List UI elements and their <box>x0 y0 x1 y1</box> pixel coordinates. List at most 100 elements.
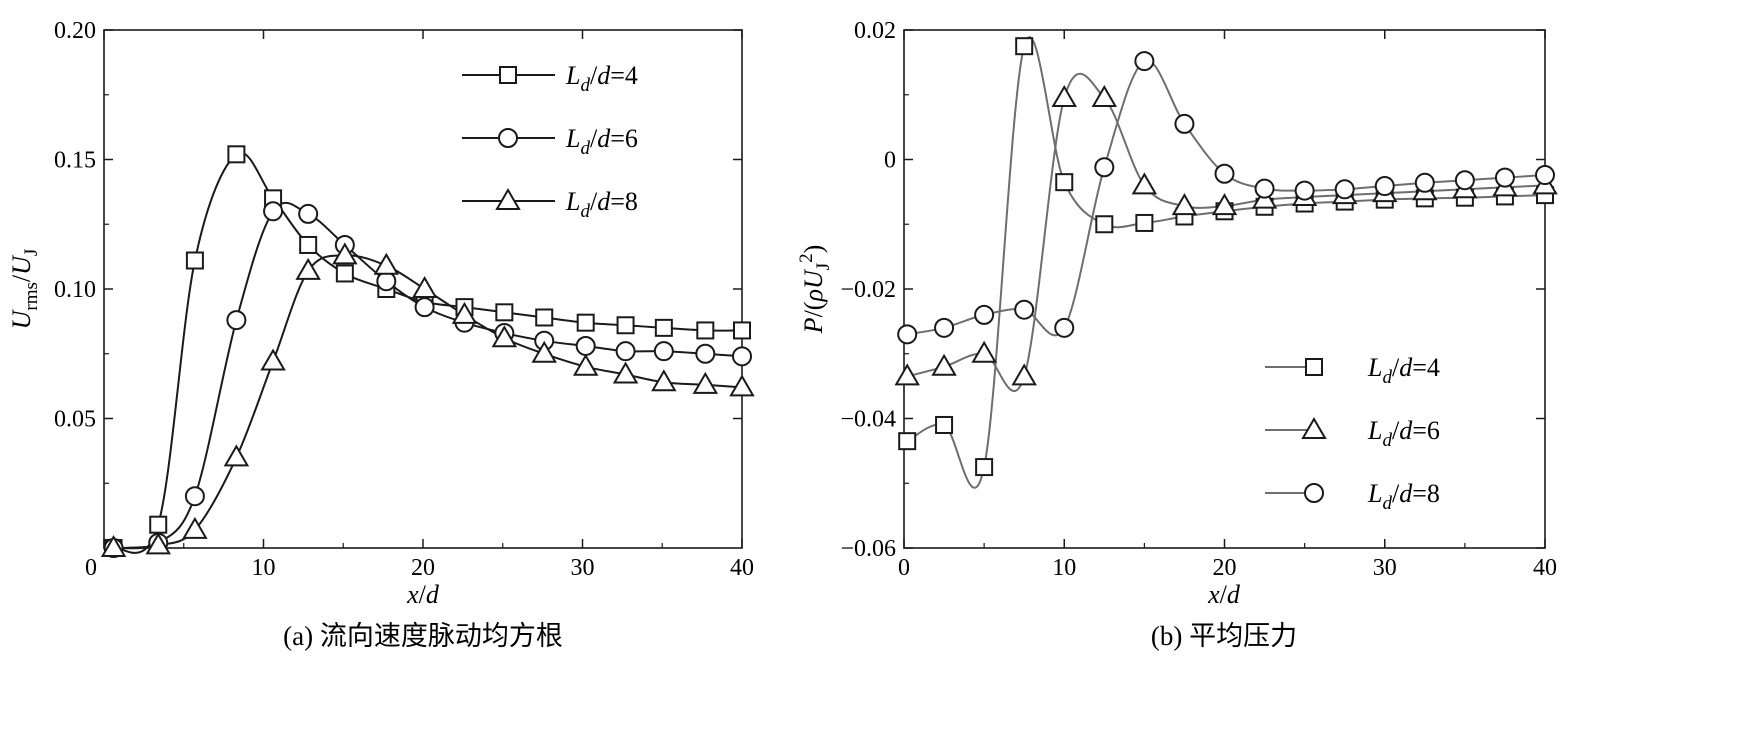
legend-marker-circle <box>1304 483 1324 503</box>
legend-label-3: Ld/d=8 <box>1367 479 1440 514</box>
data-point-triangle <box>223 444 250 467</box>
data-point-triangle <box>729 374 755 397</box>
data-point-square <box>975 458 994 477</box>
data-point-circle <box>414 297 435 318</box>
data-point-triangle <box>1051 84 1077 107</box>
data-point-square <box>898 432 917 451</box>
caption-b: (b) 平均压力 <box>1151 621 1297 651</box>
data-point-circle <box>298 203 319 224</box>
data-point-circle <box>1414 172 1435 193</box>
y-axis-label-a: Urms/UJ <box>7 249 42 330</box>
data-point-square <box>1015 37 1034 56</box>
data-point-square <box>576 313 595 332</box>
data-point-circle <box>376 271 397 292</box>
data-point-triangle <box>572 353 599 376</box>
x-tick-label: 10 <box>1052 555 1076 581</box>
data-point-square <box>149 515 168 534</box>
series-line-1 <box>113 151 743 554</box>
panel-b: 0 10 20 30 40 −0.06 −0.04 −0.02 0 0.02 Ld/d=4 Ld/d… <box>796 18 1558 651</box>
legend-marker-square <box>499 66 517 84</box>
data-point-circle <box>226 310 247 331</box>
legend-label-1: Ld/d=4 <box>1367 353 1440 388</box>
caption-a: (a) 流向速度脉动均方根 <box>283 621 563 651</box>
data-point-square <box>654 318 673 337</box>
data-point-triangle <box>692 371 719 394</box>
series-line-2 <box>906 72 1546 393</box>
data-point-triangle <box>1171 193 1198 216</box>
data-point-triangle <box>260 348 286 371</box>
data-point-triangle <box>931 353 957 376</box>
data-point-square <box>495 303 514 322</box>
data-point-circle <box>934 317 955 338</box>
x-axis-label-a: x/d <box>406 580 440 609</box>
data-point-triangle <box>612 361 639 384</box>
data-point-square <box>227 145 246 164</box>
data-point-triangle <box>1091 84 1118 107</box>
data-point-triangle <box>295 257 321 280</box>
data-point-circle <box>653 341 674 362</box>
data-point-square <box>1095 215 1114 234</box>
data-point-triangle <box>373 252 400 275</box>
data-point-square <box>299 235 318 254</box>
x-tick-label: 20 <box>411 555 435 581</box>
data-point-circle <box>1174 113 1195 134</box>
data-point-circle <box>732 346 752 367</box>
data-point-circle <box>263 201 284 222</box>
data-point-circle <box>1374 176 1395 197</box>
data-point-circle <box>615 341 636 362</box>
series-line-1 <box>906 36 1546 489</box>
panel-a: 0 10 20 30 40 0.05 0.10 0.15 0.20 Ld/d=4 Ld/d=6 Ld… <box>7 18 755 651</box>
data-point-triangle <box>651 369 677 392</box>
y-tick-label: 0.02 <box>854 18 896 44</box>
data-point-square <box>335 264 354 283</box>
data-point-circle <box>1494 167 1515 188</box>
data-point-triangle <box>182 516 208 539</box>
y-tick-label: 0.05 <box>54 407 96 433</box>
data-point-circle <box>974 304 995 325</box>
legend-marker-triangle <box>1301 417 1327 439</box>
plot-frame-b <box>903 29 1546 549</box>
data-point-circle <box>575 335 596 356</box>
data-point-triangle <box>531 340 557 363</box>
x-tick-label: 40 <box>1533 555 1557 581</box>
x-tick-label: 40 <box>730 555 754 581</box>
x-tick-label: 20 <box>1213 555 1237 581</box>
data-point-triangle <box>491 325 518 348</box>
data-point-square <box>616 316 635 335</box>
legend-label-2: Ld/d=6 <box>565 124 638 159</box>
data-point-circle <box>1214 163 1235 184</box>
legend-marker-circle <box>498 128 518 148</box>
data-point-circle <box>1134 51 1155 72</box>
y-tick-label: −0.06 <box>840 536 896 562</box>
data-point-triangle <box>411 276 438 298</box>
data-point-circle <box>1014 299 1035 320</box>
y-axis-label-b: P/(ρUJ2) <box>796 245 834 335</box>
data-point-circle <box>1454 170 1475 191</box>
data-point-triangle <box>894 363 920 386</box>
y-tick-label: 0.20 <box>54 18 96 44</box>
y-tick-label: 0.10 <box>54 277 96 303</box>
data-point-circle <box>1254 178 1275 199</box>
data-point-square <box>696 321 715 340</box>
legend-label-3: Ld/d=8 <box>565 187 638 222</box>
data-point-triangle <box>332 242 358 265</box>
data-point-circle <box>1294 180 1315 201</box>
data-point-circle <box>1334 179 1355 200</box>
x-tick-label: 30 <box>1373 555 1397 581</box>
x-tick-label: 30 <box>571 555 595 581</box>
data-point-circle <box>184 486 205 507</box>
y-tick-label: 0 <box>884 148 896 174</box>
data-point-circle <box>897 324 918 345</box>
data-point-triangle <box>971 340 997 363</box>
legend-label-1: Ld/d=4 <box>565 61 638 96</box>
data-point-triangle <box>1011 363 1037 386</box>
data-point-triangle <box>451 301 478 324</box>
x-axis-label-b: x/d <box>1207 580 1241 609</box>
data-point-circle <box>1054 317 1075 338</box>
x-tick-label: 0 <box>898 555 910 581</box>
legend-label-2: Ld/d=6 <box>1367 416 1440 451</box>
series-line-2 <box>113 201 743 550</box>
data-point-triangle <box>145 532 171 555</box>
legend-marker-square <box>1305 358 1323 376</box>
